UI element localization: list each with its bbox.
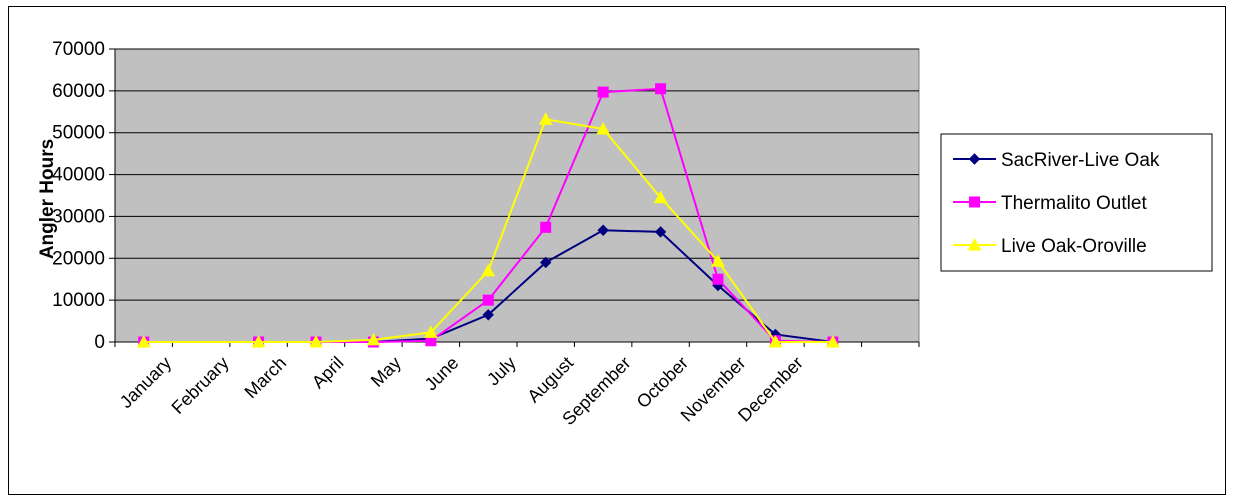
data-point-triangle (366, 332, 381, 346)
x-tick-label: January (116, 353, 175, 412)
y-tick-label: 20000 (52, 248, 105, 269)
data-point-triangle (768, 334, 783, 348)
x-tick-label: May (367, 353, 405, 391)
x-tick-label: August (523, 353, 577, 407)
y-tick-label: 50000 (52, 123, 105, 144)
y-tick-label: 70000 (52, 39, 105, 60)
y-axis-label: Angler Hours (37, 139, 58, 259)
x-tick-label: June (421, 353, 463, 395)
data-point-triangle (596, 121, 610, 135)
legend-item: Live Oak-Oroville (953, 236, 1147, 257)
data-point-square (482, 294, 494, 306)
y-tick-label: 10000 (52, 290, 105, 311)
data-point-square (540, 221, 552, 233)
data-point-triangle (653, 190, 668, 204)
y-tick-label: 30000 (52, 206, 105, 227)
legend-label: Live Oak-Oroville (1001, 236, 1147, 257)
data-point-diamond (482, 309, 494, 321)
y-tick-label: 60000 (52, 81, 105, 102)
x-tick-label: October (633, 353, 692, 412)
data-point-triangle (538, 112, 553, 125)
x-tick-label: July (483, 353, 520, 390)
series-live-oak-oroville (136, 112, 840, 348)
chart-frame: 0 10000 20000 30000 40000 50000 60000 70000 Jan… (8, 6, 1226, 495)
x-tick-label: April (308, 353, 348, 393)
line-chart: 0 10000 20000 30000 40000 50000 60000 70000 Jan… (37, 39, 1213, 429)
series-line (143, 118, 833, 343)
y-tick-labels: 0 10000 20000 30000 40000 50000 60000 70000 (52, 39, 105, 353)
legend-item: Thermalito Outlet (953, 193, 1147, 214)
x-tick-label: March (241, 353, 291, 403)
legend-label: Thermalito Outlet (1001, 193, 1147, 214)
data-point-diamond (597, 224, 609, 236)
y-tick-label: 40000 (52, 165, 105, 186)
data-point-triangle (136, 334, 151, 348)
y-tick-label: 0 (94, 332, 105, 353)
data-point-diamond (654, 226, 667, 238)
x-tick-label: February (168, 353, 233, 418)
data-point-triangle (424, 325, 438, 338)
legend: SacRiver-Live Oak Thermalito Outlet Live O… (940, 133, 1213, 272)
data-point-triangle (481, 263, 496, 277)
data-point-diamond (540, 256, 552, 269)
legend-item: SacRiver-Live Oak (953, 150, 1160, 171)
data-point-triangle (309, 334, 323, 348)
data-point-square (712, 273, 724, 285)
data-point-square (597, 86, 609, 98)
data-point-diamond (968, 153, 981, 165)
data-point-triangle (711, 254, 725, 267)
data-point-square (969, 196, 980, 208)
legend-label: SacRiver-Live Oak (1001, 150, 1160, 171)
data-point-square (655, 83, 667, 95)
data-point-triangle (967, 237, 982, 251)
series-group (136, 83, 840, 348)
data-point-triangle (251, 334, 266, 348)
data-point-triangle (826, 334, 840, 348)
